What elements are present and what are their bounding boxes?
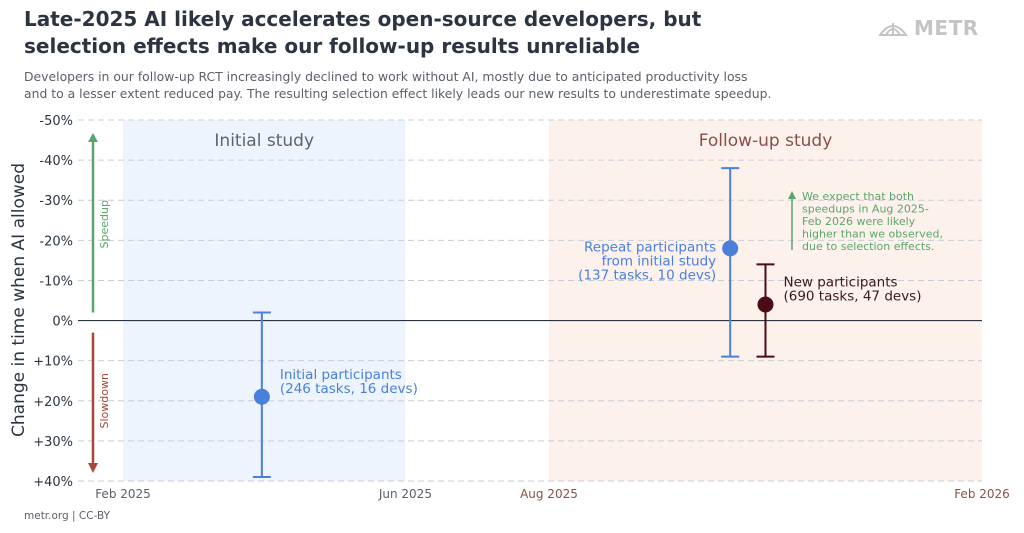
y-tick-label: +10%: [33, 355, 73, 370]
subtitle-line-1: Developers in our follow-up RCT increasi…: [24, 69, 748, 84]
y-tick-label: -50%: [39, 114, 73, 129]
note-line: speedups in Aug 2025-: [802, 203, 929, 216]
region-initial: [123, 120, 406, 481]
note-line: higher than we observed,: [802, 228, 943, 241]
region-label: Initial study: [214, 131, 314, 151]
series-label-line2: (246 tasks, 16 devs): [280, 381, 418, 397]
data-point: [253, 388, 270, 405]
y-axis-label: Change in time when AI allowed: [9, 163, 29, 437]
note-line: Feb 2026 were likely: [802, 215, 916, 228]
note-arrow-head: [788, 191, 796, 199]
slowdown-label: Slowdown: [98, 373, 111, 428]
subtitle-line-2: and to a lesser extent reduced pay. The …: [24, 86, 772, 101]
page-title: Late-2025 AI likely accelerates open-sou…: [24, 6, 864, 60]
title-line-2: selection effects make our follow-up res…: [24, 34, 641, 58]
footer-credit: metr.org | CC-BY: [24, 510, 111, 522]
series-label-line1: New participants: [783, 275, 897, 291]
title-line-1: Late-2025 AI likely accelerates open-sou…: [24, 7, 702, 31]
y-tick-label: -40%: [39, 154, 73, 169]
series-label-line2: from initial study: [602, 253, 717, 269]
y-tick-label: -10%: [39, 274, 73, 289]
metr-logo-text: METR: [914, 16, 979, 40]
data-point: [757, 296, 774, 313]
series-label-line3: (137 tasks, 10 devs): [578, 267, 716, 283]
y-tick-label: +40%: [33, 475, 73, 490]
y-tick-label: -30%: [39, 194, 73, 209]
series-label-line2: (690 tasks, 47 devs): [783, 289, 921, 305]
x-tick-label: Feb 2025: [95, 487, 151, 501]
note-line: due to selection effects.: [802, 240, 934, 253]
series-label-line1: Initial participants: [280, 367, 402, 383]
series-label-line1: Repeat participants: [584, 239, 716, 255]
speedup-arrow-head: [88, 133, 98, 143]
slowdown-arrow-head: [88, 462, 98, 473]
y-tick-label: -20%: [39, 234, 73, 249]
metr-logo: METR: [878, 16, 979, 40]
x-tick-label: Jun 2025: [378, 487, 432, 501]
x-tick-label: Feb 2026: [954, 487, 1010, 501]
y-tick-label: +20%: [33, 395, 73, 410]
y-tick-label: 0%: [52, 315, 73, 330]
note-line: We expect that both: [802, 190, 914, 203]
region-label: Follow-up study: [699, 131, 833, 151]
data-point: [722, 240, 739, 257]
metr-logo-icon: [878, 23, 908, 36]
speedup-label: Speedup: [98, 200, 111, 248]
y-tick-label: +30%: [33, 435, 73, 450]
page-subtitle: Developers in our follow-up RCT increasi…: [24, 68, 954, 102]
x-tick-label: Aug 2025: [520, 487, 578, 501]
